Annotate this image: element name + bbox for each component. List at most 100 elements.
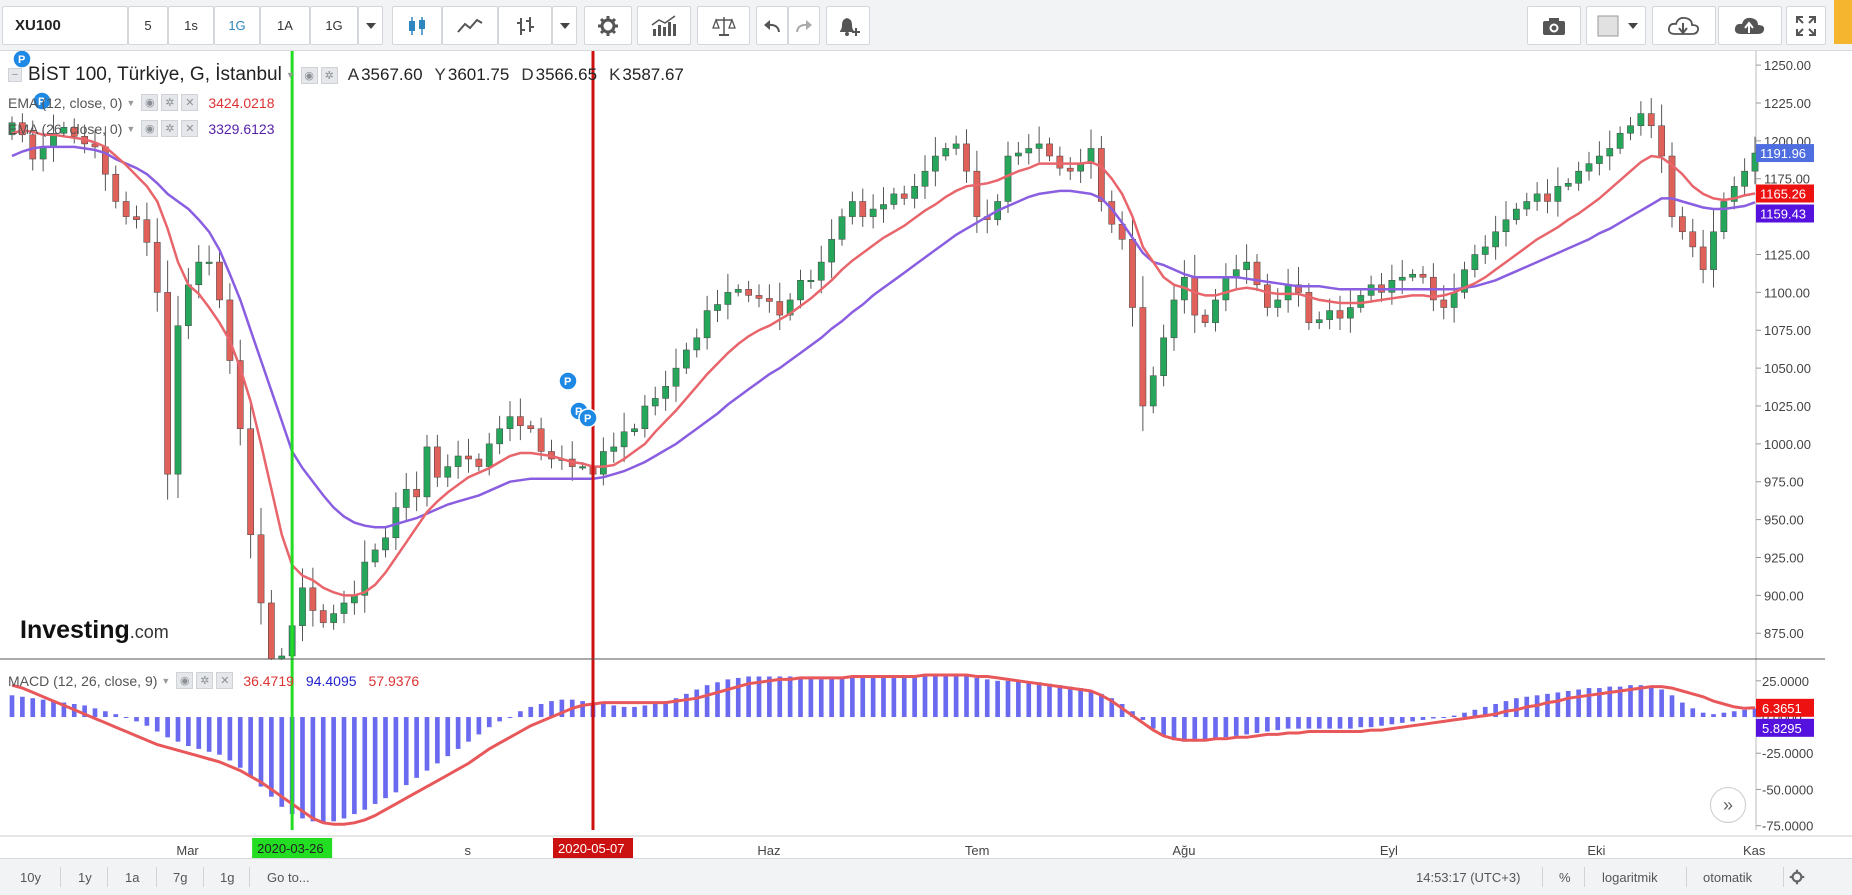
fullscreen-button[interactable] [1786,6,1826,45]
chevron-down-icon[interactable]: ▼ [161,675,171,686]
gear-icon[interactable]: ✲ [161,94,179,111]
collapse-legend-icon[interactable]: − [8,68,22,82]
candle-body [205,261,213,264]
compare-button[interactable] [697,6,750,45]
close-icon[interactable]: ✕ [181,120,199,137]
macd-histogram-bar [1171,717,1177,741]
macd-histogram-bar [1493,704,1498,718]
save-chart-button[interactable] [1718,6,1782,45]
candle-body [309,587,317,611]
close-icon[interactable]: ✕ [181,94,199,111]
candle-body [60,126,68,134]
chevron-down-icon[interactable]: ▼ [126,97,136,108]
macd-histogram-bar [61,702,67,718]
interval-1s-button[interactable]: 1s [168,6,214,45]
symbol-search-input[interactable]: XU100 [2,6,128,45]
ema-26-price-tag: 1159.43 [1760,207,1806,222]
gear-icon[interactable]: ✲ [196,672,214,689]
macd-histogram-bar [818,679,824,718]
candle-body [1440,299,1448,308]
eye-icon[interactable]: ◉ [176,672,194,689]
range-1g-button[interactable]: 1g [220,859,234,895]
range-1a-button[interactable]: 1a [125,859,139,895]
price-axis-tick-label: 1175.00 [1764,172,1810,187]
range-1y-button[interactable]: 1y [78,859,92,895]
undo-button[interactable] [756,6,788,45]
candle-body [517,416,524,426]
redo-button[interactable] [788,6,820,45]
candle-body [1160,337,1167,376]
candle-body [1170,299,1178,339]
macd-histogram-bar [642,705,648,718]
open-value: A 3567.60 [348,65,423,85]
line-style-button[interactable] [442,6,498,45]
event-badge-icon [578,408,598,428]
macd-histogram-bar [123,717,129,719]
candle-body [672,367,680,387]
bar-style-button[interactable] [498,6,552,45]
interval-1g-week-button[interactable]: 1G [310,6,358,45]
load-chart-button[interactable] [1652,6,1716,45]
chevron-down-icon[interactable]: ▼ [126,123,136,134]
price-chart[interactable]: 875.00 900.00 925.00 950.00 975.00 1000.00 102… [0,51,1852,660]
goto-date-button[interactable]: Go to... [267,859,310,895]
candle-body [1606,148,1614,157]
chart-style-dropdown-button[interactable] [552,6,577,45]
auto-scale-toggle[interactable]: otomatik [1703,859,1752,895]
candle-body [485,443,493,467]
indicators-button[interactable] [637,6,691,45]
candle-body [1720,201,1728,233]
macd-histogram-bar [1420,717,1426,720]
time-axis-label: s [465,843,472,858]
candle-body [70,126,78,137]
macd-histogram-bar [1597,688,1602,718]
macd-histogram-bar [1005,680,1011,718]
scroll-to-latest-button[interactable]: » [1710,787,1746,823]
macd-histogram-bar [279,717,285,807]
range-7g-button[interactable]: 7g [173,859,187,895]
candle-body [755,295,763,299]
macd-histogram-bar [746,676,751,718]
price-axis-tick-label: 900.00 [1764,588,1804,603]
candlestick-style-button[interactable] [392,6,442,45]
eye-icon[interactable]: ◉ [300,66,318,84]
macd-histogram-bar [538,704,544,718]
interval-5-button[interactable]: 5 [128,6,168,45]
interval-dropdown-button[interactable] [358,6,383,45]
gear-icon[interactable]: ✲ [161,120,179,137]
percent-scale-toggle[interactable]: % [1559,859,1571,895]
chevron-down-icon[interactable]: ▼ [285,70,295,80]
macd-histogram-bar [632,706,637,718]
range-10y-button[interactable]: 10y [20,859,41,895]
screenshot-button[interactable] [1527,6,1581,45]
settings-button[interactable] [584,6,632,45]
bottom-settings-button[interactable] [1789,859,1805,895]
gear-icon [1789,869,1805,885]
log-label: logaritmik [1602,869,1658,885]
macd-histogram-bar [362,717,368,810]
macd-chart[interactable]: 25.00000.0000-25.0000-50.0000-75.00006.3… [0,660,1852,858]
candle-body [1564,183,1572,187]
macd-histogram-bar [1150,717,1156,729]
macd-histogram-bar [320,717,326,823]
candle-body [1409,273,1416,278]
interval-1g-button[interactable]: 1G [214,6,260,45]
eye-icon[interactable]: ◉ [141,120,159,137]
price-axis-tick-label: 1250.00 [1764,58,1811,73]
eye-icon[interactable]: ◉ [141,94,159,111]
candle-body [174,325,182,475]
candle-body [1679,216,1686,233]
log-scale-toggle[interactable]: logaritmik [1602,859,1658,895]
candle-body [465,455,472,460]
alert-button[interactable] [826,6,870,45]
macd-histogram-bar [1607,686,1613,718]
close-icon[interactable]: ✕ [216,672,234,689]
ema-fast-label: EMA (12, close, 0) [8,94,123,111]
color-picker-button[interactable] [1586,6,1646,45]
candle-body [838,216,846,240]
candle-body [1326,310,1333,320]
gear-icon[interactable]: ✲ [320,66,338,84]
candle-body [1305,292,1313,323]
interval-1a-button[interactable]: 1A [260,6,310,45]
candle-body [1035,143,1043,149]
